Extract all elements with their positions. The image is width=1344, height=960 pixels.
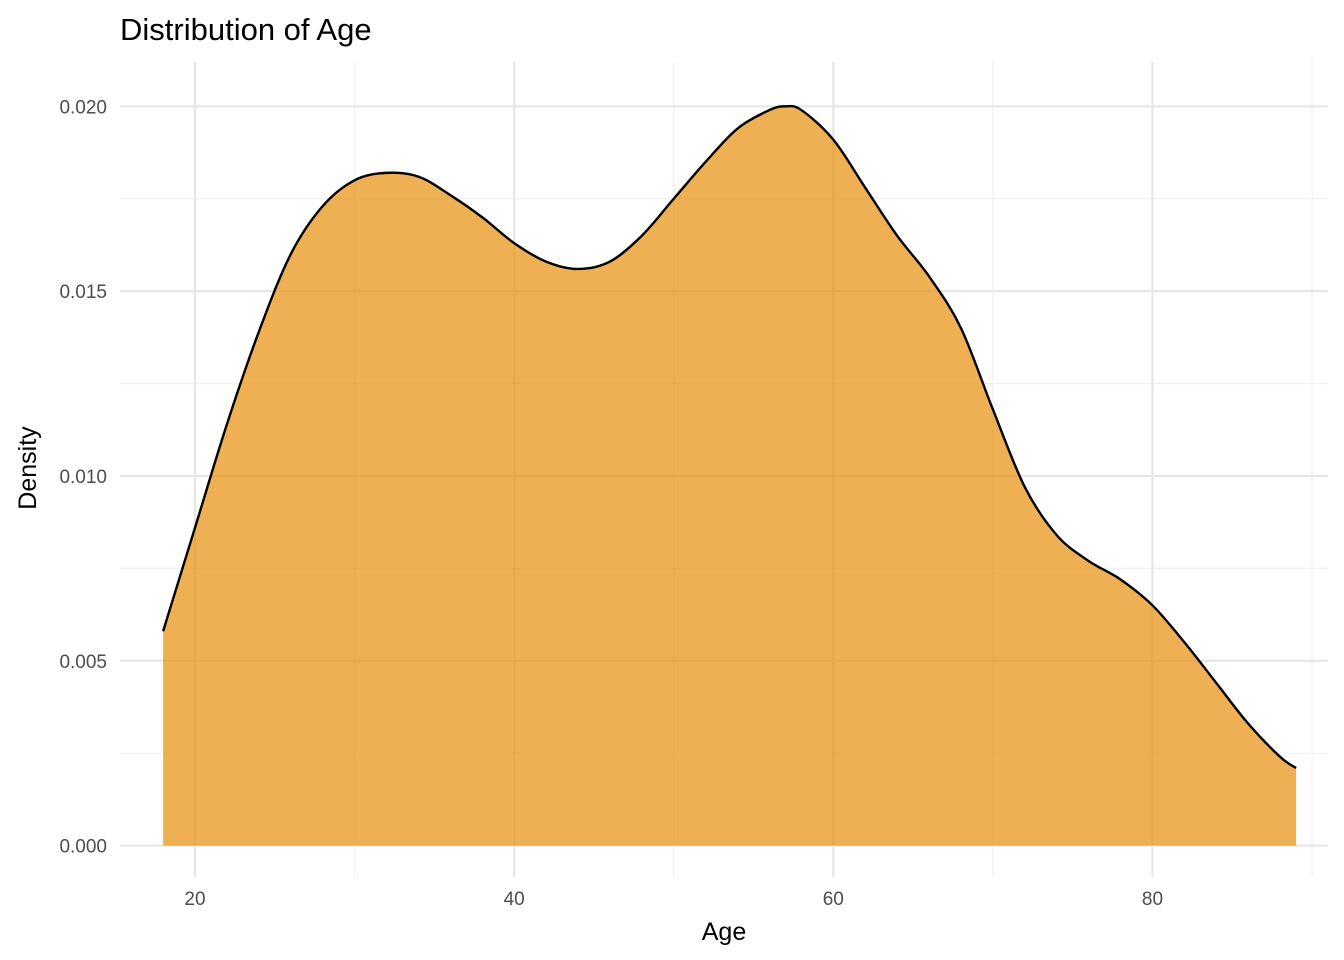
x-axis-title: Age — [702, 918, 746, 946]
x-tick-label-2: 60 — [823, 889, 844, 910]
chart-title: Distribution of Age — [120, 12, 372, 47]
y-tick-label-1: 0.005 — [59, 652, 107, 673]
x-tick-label-3: 80 — [1142, 889, 1163, 910]
y-tick-label-4: 0.020 — [59, 97, 107, 118]
y-tick-label-2: 0.010 — [59, 467, 107, 488]
axis-layer: 0.000 0.005 0.010 0.015 0.020 20 40 60 80 — [59, 97, 1163, 910]
x-tick-label-0: 20 — [184, 889, 205, 910]
y-axis-title: Density — [14, 426, 42, 510]
x-tick-label-1: 40 — [504, 889, 525, 910]
density-line — [161, 104, 1297, 769]
density-area — [163, 106, 1297, 846]
y-tick-label-3: 0.015 — [59, 282, 107, 303]
y-tick-label-0: 0.000 — [59, 837, 107, 858]
plot-layer — [161, 104, 1297, 846]
